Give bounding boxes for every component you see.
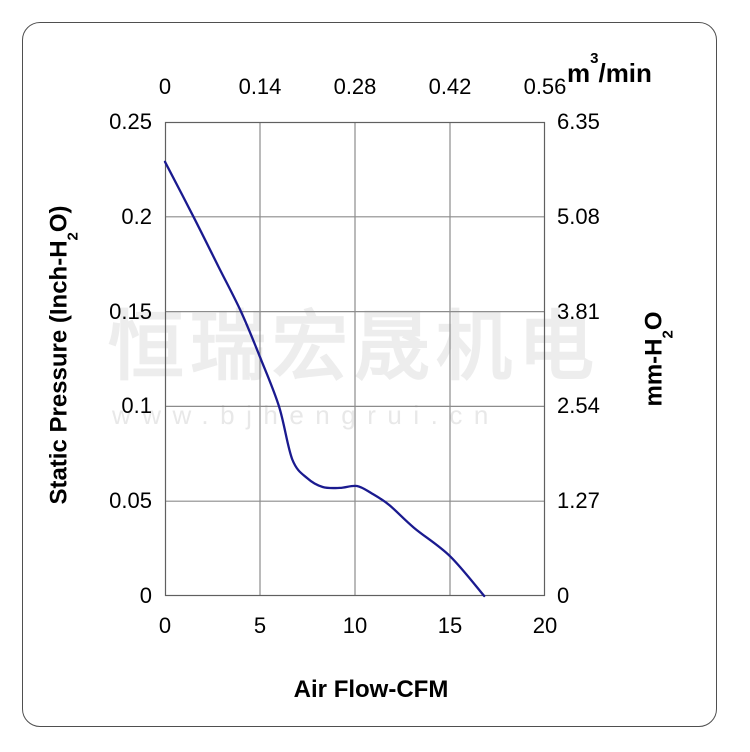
watermark-company-name: 恒瑞宏晟机电 xyxy=(108,305,600,390)
left-axis-tick: 0.25 xyxy=(109,109,152,134)
plot-border xyxy=(164,121,546,597)
right-axis-tick: 2.54 xyxy=(557,393,600,418)
right-axis-tick: 6.35 xyxy=(557,109,600,134)
y-axis-right-title: mm-H2O xyxy=(640,311,677,407)
left-axis-tick: 0.1 xyxy=(121,393,152,418)
static-pressure-curve xyxy=(163,160,486,598)
chart-outer-border xyxy=(22,22,717,727)
right-axis-tick: 0 xyxy=(557,583,570,608)
plot-area xyxy=(163,121,546,598)
x-axis-title: Air Flow-CFM xyxy=(293,676,449,703)
bottom-axis-tick: 0 xyxy=(158,613,172,638)
left-axis-tick: 0 xyxy=(139,583,152,608)
y-axis-left-title: Static Pressure (Inch-H2O) xyxy=(45,205,82,505)
top-axis-tick: 0 xyxy=(158,74,172,99)
top-axis-unit-label: m3/min xyxy=(567,50,652,88)
bottom-axis-tick: 15 xyxy=(437,613,463,638)
bottom-axis-tick: 20 xyxy=(532,613,558,638)
bottom-axis-tick: 5 xyxy=(253,613,267,638)
right-axis-tick: 1.27 xyxy=(557,488,600,513)
bottom-axis-tick: 10 xyxy=(342,613,368,638)
top-axis-tick: 0.56 xyxy=(523,74,567,99)
top-axis-tick: 0.28 xyxy=(333,74,377,99)
right-axis-tick: 3.81 xyxy=(557,299,600,324)
left-axis-tick: 0.2 xyxy=(121,204,152,229)
right-axis-tick: 5.08 xyxy=(557,204,600,229)
left-axis-tick: 0.05 xyxy=(109,488,152,513)
top-axis-tick: 0.14 xyxy=(238,74,282,99)
gridlines xyxy=(165,122,545,596)
watermark-website: www.bjhengrui.cn xyxy=(112,400,500,430)
top-axis-tick: 0.42 xyxy=(428,74,472,99)
left-axis-tick: 0.15 xyxy=(109,299,152,324)
